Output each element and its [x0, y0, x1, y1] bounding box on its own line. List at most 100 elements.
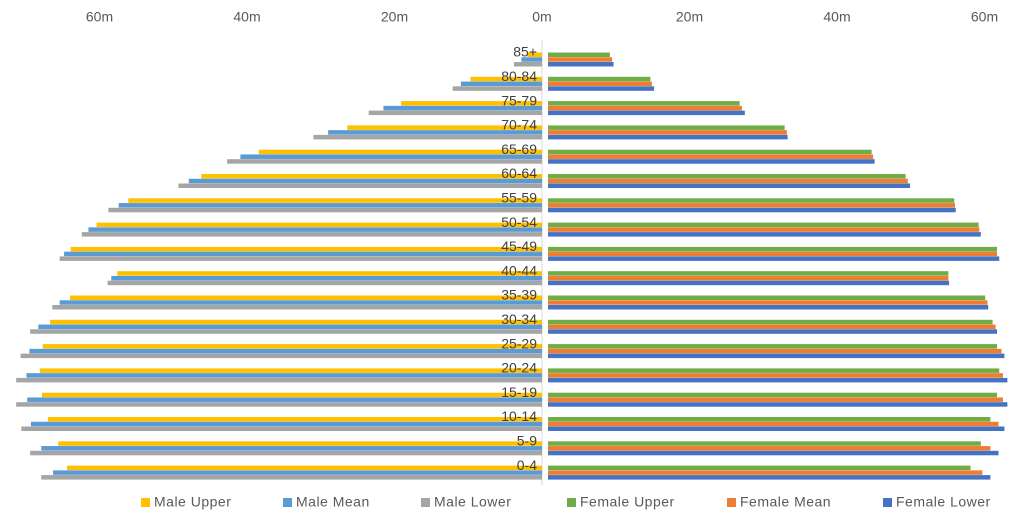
bar [117, 271, 542, 276]
bar [548, 353, 1005, 359]
legend-label: Male Lower [434, 494, 511, 510]
bar [548, 130, 787, 135]
bar [548, 110, 745, 116]
bar [548, 62, 614, 67]
bar [401, 101, 542, 106]
bar [548, 377, 1008, 383]
bar [548, 232, 981, 237]
bar [548, 329, 998, 334]
bar [548, 446, 991, 451]
bar [548, 465, 971, 471]
bar [128, 198, 542, 203]
bar [111, 275, 543, 281]
category-label: 70-74 [501, 117, 537, 133]
bar [548, 101, 740, 106]
legend-label: Female Lower [896, 494, 991, 510]
bar [521, 57, 542, 62]
category-label: 85+ [513, 44, 537, 60]
legend-swatch [883, 498, 892, 507]
category-label: 55-59 [501, 190, 537, 206]
category-label: 15-19 [501, 384, 537, 400]
bar [548, 300, 988, 305]
legend-swatch [727, 498, 736, 507]
bar [548, 76, 651, 82]
category-label: 50-54 [501, 214, 537, 230]
bar [59, 300, 543, 305]
bar [548, 86, 655, 91]
bar [548, 344, 998, 349]
bar [368, 110, 542, 116]
bar [548, 470, 983, 475]
bar [41, 446, 543, 451]
bar [452, 86, 542, 91]
category-label: 75-79 [501, 92, 537, 108]
bar [548, 373, 1003, 378]
bar [30, 450, 543, 456]
bar [548, 57, 613, 62]
bar [16, 377, 543, 383]
x-tick-label: 0m [532, 9, 551, 25]
bar [548, 125, 785, 130]
bar [107, 280, 543, 286]
bar [548, 324, 996, 330]
bar [118, 203, 543, 208]
bar [470, 76, 542, 82]
bar [527, 52, 542, 57]
bar [58, 441, 542, 446]
bar [313, 134, 542, 140]
category-label: 45-49 [501, 238, 537, 254]
x-tick-label: 40m [233, 9, 260, 25]
bar [548, 348, 1002, 354]
bar [548, 149, 872, 155]
bar [548, 368, 1000, 373]
bar [548, 275, 949, 281]
bar [188, 178, 543, 184]
category-label: 80-84 [501, 68, 537, 84]
bar [108, 207, 542, 213]
bar [383, 105, 542, 111]
x-tick-label: 60m [86, 9, 113, 25]
category-label: 5-9 [517, 433, 537, 449]
bar [30, 421, 542, 427]
x-tick-label: 60m [971, 9, 998, 25]
bar [548, 426, 1005, 431]
bar [548, 159, 875, 164]
bar [548, 475, 991, 480]
bar [27, 397, 543, 402]
bar [42, 344, 543, 349]
bar [548, 227, 980, 232]
legend-swatch [141, 498, 150, 507]
bar [227, 159, 542, 164]
x-tick-label: 20m [676, 9, 703, 25]
bar [548, 295, 986, 300]
bar [548, 174, 906, 179]
bar [548, 392, 998, 398]
bar [16, 402, 543, 407]
bar [70, 295, 542, 300]
bar [21, 426, 542, 431]
bar [67, 465, 543, 471]
bar [20, 353, 542, 359]
bar [548, 178, 908, 184]
bar [328, 130, 542, 135]
bar [52, 305, 543, 310]
category-label: 40-44 [501, 262, 537, 278]
bar [548, 198, 955, 203]
category-label: 65-69 [501, 141, 537, 157]
bar [548, 397, 1003, 402]
legend-swatch [283, 498, 292, 507]
legend-swatch [567, 498, 576, 507]
bar [38, 324, 542, 330]
bar [548, 52, 610, 57]
bar [548, 203, 955, 208]
bar [548, 441, 981, 446]
legend-swatch [421, 498, 430, 507]
bar [548, 271, 949, 276]
bar [548, 81, 652, 87]
legend-label: Male Mean [296, 494, 370, 510]
legend-label: Female Upper [580, 494, 675, 510]
bar [47, 417, 542, 422]
bar [88, 227, 542, 232]
bar [460, 81, 542, 87]
